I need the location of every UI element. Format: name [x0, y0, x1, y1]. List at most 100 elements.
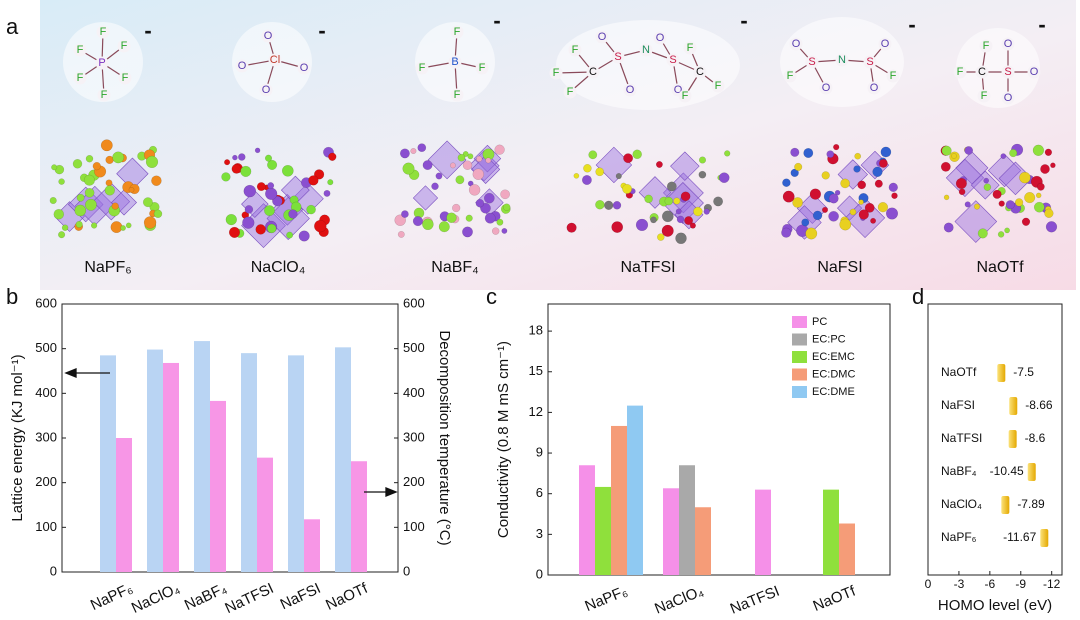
atom-symbol: F: [121, 40, 128, 52]
crystal-atom: [998, 200, 1005, 207]
legend-label: EC:DME: [812, 386, 855, 398]
crystal-atom: [821, 206, 829, 213]
atom-bg: [96, 25, 110, 39]
crystal-atom: [467, 153, 474, 160]
molecule-halo: [556, 20, 740, 110]
atom-bg: [683, 41, 697, 55]
atom-bg: [1027, 65, 1041, 79]
bar: [1001, 496, 1010, 514]
crystal-atom: [281, 164, 294, 177]
crystal-atom: [225, 213, 237, 226]
atom-symbol: F: [454, 89, 461, 101]
crystal-atom: [833, 143, 840, 151]
crystal-atom: [399, 148, 410, 159]
y2-tick-label: 200: [403, 474, 425, 489]
crystal-atom: [635, 218, 649, 232]
crystal-atom: [943, 194, 950, 201]
salt-label: NaTFSI: [620, 259, 675, 276]
crystal-atom: [452, 203, 461, 213]
crystal-atom: [661, 224, 674, 237]
bar: [257, 457, 273, 572]
crystal-atom: [104, 185, 115, 196]
crystal-atom: [111, 202, 119, 210]
atom-symbol: O: [870, 82, 879, 94]
y-tick-label: 18: [529, 323, 543, 338]
atom-symbol: F: [479, 62, 486, 74]
crystal-atom: [272, 195, 283, 207]
crystal-atom: [58, 231, 66, 239]
panel-a-background: [40, 0, 1076, 290]
salt-label: NaOTf: [976, 259, 1024, 276]
atom-bg: [886, 69, 900, 83]
crystal-polyhedron: [837, 195, 863, 221]
crystal-atom: [476, 155, 483, 163]
category-label: NaFSI: [941, 398, 975, 412]
crystal-atom: [417, 143, 427, 153]
y2-tick-label: 600: [403, 295, 425, 310]
crystal-atom: [1009, 149, 1018, 158]
atom-bg: [805, 55, 819, 69]
crystal-atom: [462, 151, 469, 157]
crystal-atom: [51, 164, 58, 171]
crystal-atom: [412, 216, 423, 227]
crystal-atom: [422, 218, 434, 231]
crystal-atom: [242, 216, 255, 229]
crystal-atom: [49, 196, 57, 205]
crystal-atom: [1050, 162, 1056, 169]
atom-symbol: O: [1004, 38, 1013, 50]
y-axis-label: Lattice energy (KJ mol⁻¹): [9, 354, 26, 521]
bar: [100, 355, 116, 572]
crystal-atom: [143, 216, 157, 229]
atom-symbol: F: [682, 90, 689, 102]
atom-symbol: O: [262, 84, 271, 96]
value-label: -7.89: [1017, 497, 1045, 511]
y-tick-label: 3: [536, 526, 543, 541]
atom-bg: [1001, 91, 1015, 105]
bar: [194, 341, 210, 572]
x-tick-label: -6: [985, 577, 996, 591]
bar: [663, 488, 679, 575]
bar: [147, 349, 163, 572]
crystal-atom: [941, 145, 952, 156]
panel-label: b: [6, 284, 18, 309]
crystal-atom: [145, 155, 159, 169]
crystal-atom: [724, 150, 731, 157]
crystal-atom: [698, 170, 707, 179]
crystal-atom: [655, 161, 663, 168]
crystal-atom: [502, 203, 511, 211]
crystal-atom: [858, 209, 869, 220]
crystal-atom: [973, 203, 981, 210]
crystal-atom: [828, 210, 839, 222]
bar: [679, 465, 695, 575]
crystal-atom: [781, 227, 792, 238]
crystal-atom: [457, 153, 466, 162]
legend-swatch: [792, 386, 807, 398]
ion-charge: -: [740, 8, 747, 33]
atom-bg: [867, 81, 881, 95]
atom-symbol: S: [614, 51, 621, 63]
y2-tick-label: 500: [403, 340, 425, 355]
atom-bg: [586, 65, 600, 79]
atom-symbol: F: [454, 26, 461, 38]
legend-swatch: [792, 351, 807, 363]
crystal-atom: [666, 181, 677, 192]
crystal-atom: [801, 218, 810, 227]
atom-bg: [450, 25, 464, 39]
atom-bg: [568, 43, 582, 57]
crystal-atom: [267, 182, 275, 190]
crystal-atom: [684, 216, 694, 226]
atom-bg: [1001, 65, 1015, 79]
panel-label: d: [912, 284, 924, 309]
legend-label: EC:EMC: [812, 351, 855, 363]
crystal-atom: [790, 147, 800, 157]
value-label: -7.5: [1013, 365, 1034, 379]
crystal-atom: [588, 150, 598, 160]
crystal-atom: [468, 184, 481, 196]
crystal-atom: [496, 218, 504, 226]
atom-bg: [863, 55, 877, 69]
atom-symbol: S: [669, 54, 676, 66]
crystal-atom: [611, 221, 624, 233]
crystal-polyhedron: [92, 182, 131, 221]
atom-bg: [261, 29, 275, 43]
